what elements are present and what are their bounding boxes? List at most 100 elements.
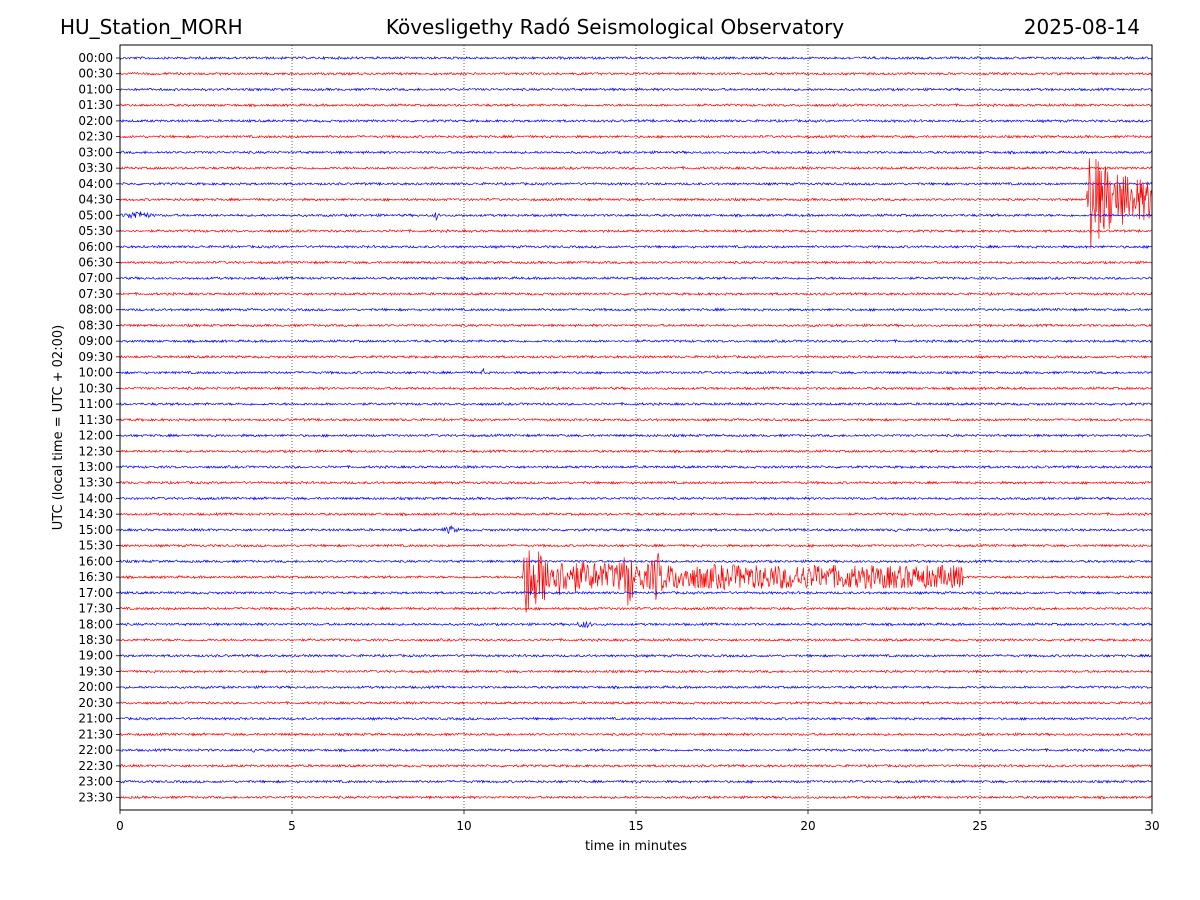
y-tick-label: 20:00 <box>78 680 113 694</box>
trace-row-0600 <box>119 244 1153 250</box>
trace-row-0800 <box>119 307 1153 312</box>
trace-row-2030 <box>119 700 1153 706</box>
trace-row-2200 <box>119 747 1153 753</box>
trace-row-1330 <box>119 480 1153 485</box>
trace-row-2100 <box>119 716 1153 721</box>
trace-row-1500 <box>119 524 1153 535</box>
trace-row-1800 <box>119 620 1153 629</box>
y-tick-label: 11:30 <box>78 413 113 427</box>
trace-row-0200 <box>119 118 1153 124</box>
trace-row-1130 <box>119 417 1153 423</box>
y-tick-label: 05:00 <box>78 208 113 222</box>
y-tick-label: 18:30 <box>78 633 113 647</box>
y-tick-label: 12:30 <box>78 444 113 458</box>
trace-row-1600 <box>119 559 1153 564</box>
record-date: 2025-08-14 <box>1023 15 1140 39</box>
trace-row-1900 <box>119 653 1153 658</box>
trace-row-1000 <box>119 368 1153 375</box>
y-tick-label: 06:30 <box>78 255 113 269</box>
trace-row-1230 <box>119 448 1153 454</box>
x-tick-label: 20 <box>800 819 815 833</box>
trace-row-1100 <box>119 401 1153 407</box>
y-tick-label: 03:30 <box>78 161 113 175</box>
trace-row-0730 <box>119 291 1153 297</box>
y-tick-label: 10:00 <box>78 366 113 380</box>
x-axis-label: time in minutes <box>585 839 687 854</box>
trace-row-0100 <box>119 87 1153 92</box>
trace-row-2000 <box>119 684 1153 690</box>
trace-row-0400 <box>119 181 1153 187</box>
trace-row-0030 <box>119 71 1153 76</box>
y-tick-label: 07:00 <box>78 271 113 285</box>
trace-row-1200 <box>119 433 1153 438</box>
y-tick-label: 22:00 <box>78 743 113 757</box>
x-tick-label: 5 <box>288 819 296 833</box>
trace-row-0930 <box>119 354 1153 360</box>
y-tick-label: 21:30 <box>78 727 113 741</box>
y-tick-label: 04:30 <box>78 193 113 207</box>
y-tick-label: 22:30 <box>78 759 113 773</box>
trace-row-2300 <box>119 779 1153 784</box>
observatory-title: Kövesligethy Radó Seismological Observat… <box>385 15 845 39</box>
x-tick-label: 10 <box>456 819 471 833</box>
y-tick-label: 23:00 <box>78 775 113 789</box>
y-tick-label: 01:30 <box>78 98 113 112</box>
y-tick-label: 02:00 <box>78 114 113 128</box>
y-tick-label: 11:00 <box>78 397 113 411</box>
trace-row-1400 <box>119 496 1153 501</box>
x-tick-label: 30 <box>1144 819 1159 833</box>
y-tick-label: 02:30 <box>78 130 113 144</box>
trace-row-0900 <box>119 338 1153 344</box>
trace-row-0430 <box>119 158 1153 249</box>
trace-row-0500 <box>119 211 1153 222</box>
y-tick-label: 19:30 <box>78 664 113 678</box>
trace-row-1030 <box>119 386 1153 391</box>
trace-row-1830 <box>119 637 1153 643</box>
y-tick-label: 00:00 <box>78 51 113 65</box>
x-tick-label: 15 <box>628 819 643 833</box>
y-tick-label: 21:00 <box>78 712 113 726</box>
y-tick-label: 12:00 <box>78 429 113 443</box>
y-tick-label: 08:00 <box>78 303 113 317</box>
y-tick-label: 05:30 <box>78 224 113 238</box>
y-tick-label: 09:00 <box>78 334 113 348</box>
y-tick-label: 01:00 <box>78 82 113 96</box>
trace-row-2130 <box>119 732 1153 737</box>
x-tick-label: 25 <box>972 819 987 833</box>
trace-row-2330 <box>119 795 1153 800</box>
y-tick-label: 14:00 <box>78 491 113 505</box>
trace-row-1630 <box>119 550 1153 613</box>
y-tick-label: 10:30 <box>78 381 113 395</box>
y-tick-label: 04:00 <box>78 177 113 191</box>
y-tick-label: 18:00 <box>78 617 113 631</box>
grid-lines <box>291 45 981 810</box>
y-tick-label: 19:00 <box>78 649 113 663</box>
trace-row-1300 <box>119 464 1153 470</box>
trace-row-1430 <box>119 511 1153 517</box>
trace-row-1700 <box>119 590 1153 596</box>
y-axis-label: UTC (local time = UTC + 02:00) <box>51 325 66 530</box>
y-tick-label: 15:00 <box>78 523 113 537</box>
y-tick-label: 20:30 <box>78 696 113 710</box>
y-tick-label: 00:30 <box>78 67 113 81</box>
y-tick-label: 09:30 <box>78 350 113 364</box>
trace-row-0230 <box>119 134 1153 139</box>
trace-row-0630 <box>119 260 1153 265</box>
trace-row-0830 <box>119 323 1153 328</box>
trace-row-1930 <box>119 669 1153 674</box>
trace-row-0000 <box>119 55 1153 61</box>
y-tick-label: 17:30 <box>78 602 113 616</box>
y-tick-label: 07:30 <box>78 287 113 301</box>
y-tick-label: 16:30 <box>78 570 113 584</box>
y-tick-label: 14:30 <box>78 507 113 521</box>
trace-row-0530 <box>119 228 1153 234</box>
y-tick-label: 23:30 <box>78 790 113 804</box>
y-tick-label: 13:30 <box>78 476 113 490</box>
y-tick-label: 15:30 <box>78 539 113 553</box>
y-tick-label: 16:00 <box>78 554 113 568</box>
trace-row-0700 <box>119 275 1153 281</box>
trace-row-1530 <box>119 543 1153 548</box>
trace-row-1730 <box>119 606 1153 611</box>
